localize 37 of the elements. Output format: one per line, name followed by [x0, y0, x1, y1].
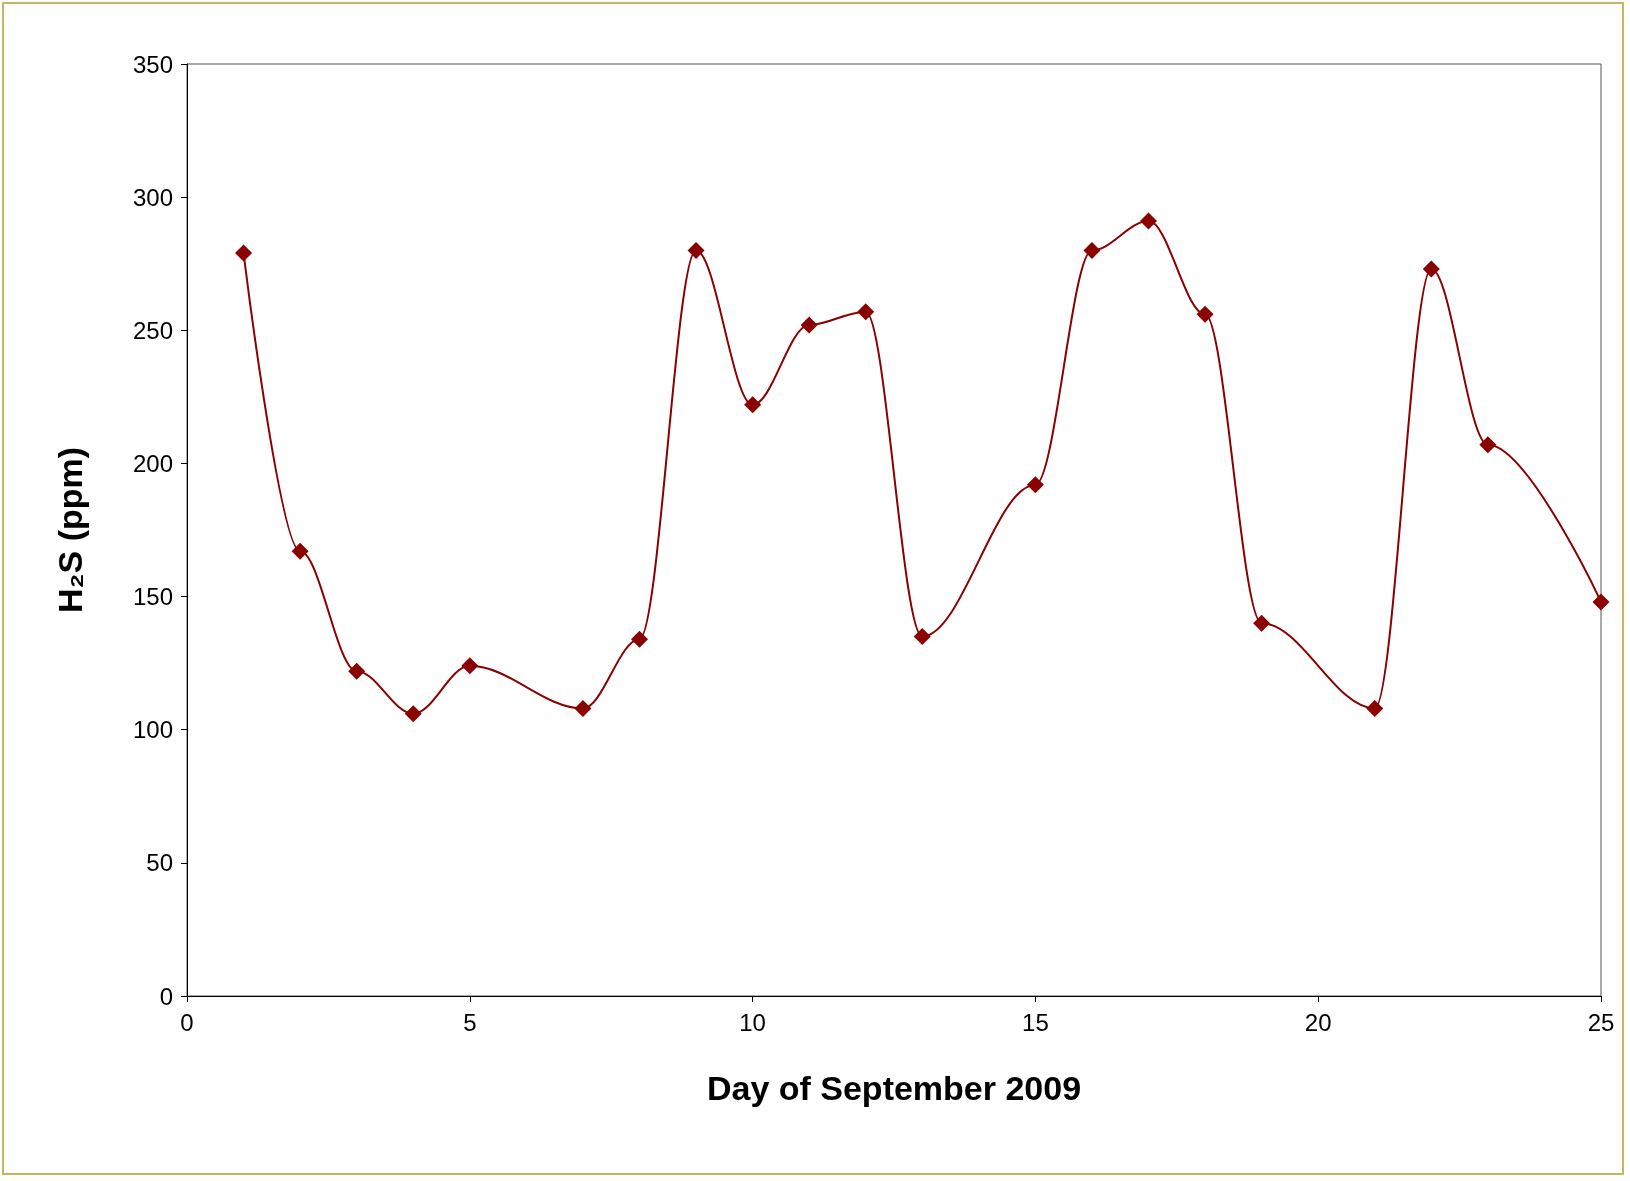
point: [687, 241, 705, 259]
point: [1026, 476, 1044, 494]
point: [800, 316, 818, 334]
point: [1479, 436, 1497, 454]
y-tick-label: 350: [132, 50, 173, 78]
point: [857, 303, 875, 321]
point: [1140, 212, 1158, 230]
point: [1253, 614, 1271, 632]
y-axis-title: H₂S (ppm): [51, 446, 89, 614]
point: [1196, 305, 1214, 323]
point: [630, 630, 648, 648]
point: [1366, 699, 1384, 717]
x-tick-label: 15: [1022, 1008, 1049, 1036]
point: [1083, 241, 1101, 259]
y-tick-label: 150: [132, 583, 173, 611]
point: [1592, 593, 1610, 611]
point: [744, 396, 762, 414]
x-tick-label: 25: [1587, 1008, 1615, 1036]
point: [574, 699, 592, 717]
point: [404, 705, 422, 723]
x-axis-title: Day of September 2009: [706, 1069, 1082, 1107]
x-tick-label: 10: [739, 1008, 766, 1036]
y-tick-label: 300: [132, 183, 173, 211]
point: [913, 628, 931, 646]
y-tick-label: 50: [146, 849, 173, 877]
x-tick-label: 5: [463, 1008, 477, 1036]
x-tick-label: 20: [1304, 1008, 1332, 1036]
point: [291, 542, 309, 560]
point: [348, 662, 366, 680]
y-tick-label: 200: [132, 449, 173, 477]
point: [1422, 260, 1440, 278]
y-tick-label: 100: [132, 716, 173, 744]
y-tick-label: 0: [159, 982, 173, 1010]
y-tick-label: 250: [132, 316, 173, 344]
x-tick-label: 0: [180, 1008, 194, 1036]
point: [235, 244, 253, 262]
point: [461, 657, 479, 675]
